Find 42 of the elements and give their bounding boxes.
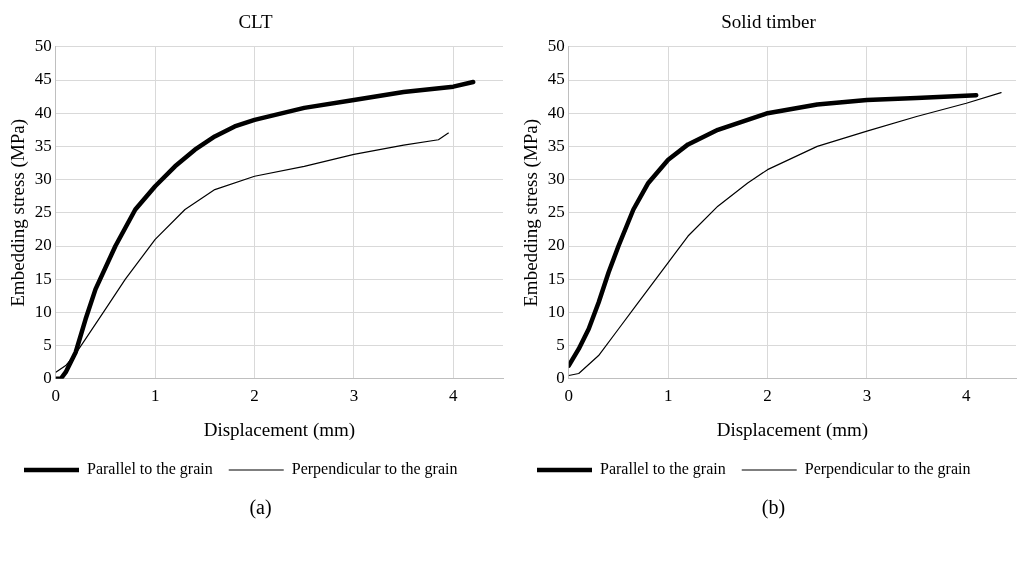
y-tick-label: 0 [43, 368, 52, 388]
y-tick-label: 50 [34, 36, 52, 56]
y-tick-label: 30 [34, 169, 52, 189]
y-tick-label: 0 [556, 368, 565, 388]
text: (a) [248, 496, 273, 519]
x-tick-label: 2 [763, 386, 772, 406]
y-tick-label: 25 [34, 202, 52, 222]
x-axis-title: Displacement (mm) [716, 418, 869, 441]
y-tick-label: 45 [34, 69, 52, 89]
x-tick-label: 3 [349, 386, 359, 406]
x-tick-label: 1 [150, 386, 160, 406]
x-tick-label: 4 [449, 386, 459, 406]
y-tick-label: 40 [547, 102, 565, 122]
y-tick-label: 30 [547, 169, 565, 189]
legend-label: Perpendicular to the grain [291, 460, 458, 479]
x-tick-label: 2 [250, 386, 259, 406]
y-tick-label: 45 [547, 69, 565, 89]
y-tick-label: 5 [556, 335, 565, 355]
y-tick-label: 15 [547, 268, 565, 288]
legend-label: Perpendicular to the grain [804, 460, 971, 479]
chart-title: Solid timber [721, 11, 817, 33]
x-tick-label: 4 [962, 386, 972, 406]
y-tick-label: 20 [34, 235, 52, 255]
x-tick-label: 1 [663, 386, 673, 406]
legend-label: Parallel to the grain [87, 460, 213, 479]
chart-title: CLT [238, 11, 273, 33]
y-axis-title: Embedding stress (MPa) [7, 118, 30, 307]
y-tick-label: 40 [34, 102, 52, 122]
y-tick-label: 50 [547, 36, 565, 56]
x-tick-label: 3 [862, 386, 872, 406]
y-tick-label: 15 [34, 268, 52, 288]
y-tick-label: 35 [547, 135, 565, 155]
legend-label: Parallel to the grain [600, 460, 726, 479]
text: (b) [760, 496, 787, 519]
y-tick-label: 20 [547, 235, 565, 255]
y-tick-label: 10 [547, 301, 565, 321]
y-axis-title: Embedding stress (MPa) [520, 118, 543, 307]
y-tick-label: 25 [547, 202, 565, 222]
x-axis-title: Displacement (mm) [203, 418, 356, 441]
y-tick-label: 5 [43, 335, 52, 355]
y-tick-label: 35 [34, 135, 52, 155]
y-tick-label: 10 [34, 301, 52, 321]
